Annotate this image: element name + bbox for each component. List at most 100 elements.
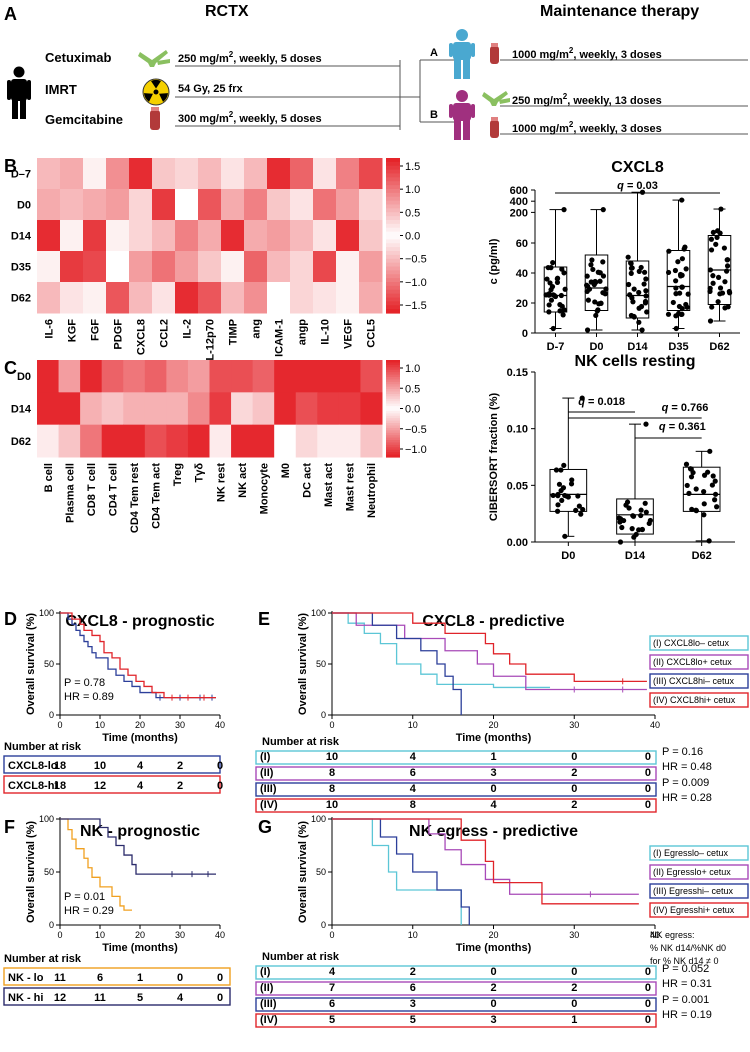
data-point [621,517,627,524]
scale-step [386,427,400,431]
y-axis-label: Overall survival (%) [25,613,37,715]
heatmap-col-label: PDGF [113,319,125,350]
y-tick-label: 600 [510,185,528,197]
heatmap-cell [80,392,103,426]
heatmap-cell [274,360,297,393]
heatmap-cell [295,360,318,393]
risk-value: 18 [54,760,66,772]
heatmap-cell [152,158,176,190]
data-point [543,292,549,298]
risk-row-box [255,798,657,813]
data-point [550,325,556,332]
data-point [721,245,727,251]
y-tick-label: 0.15 [507,367,528,379]
legend-entry: (II) Egresslo+ cetux [653,867,731,877]
risk-row-box [255,997,657,1012]
patient-icon [7,66,31,119]
data-point [642,500,648,506]
scale-step [386,282,400,287]
nk-boxplot: NK cells resting CIBERSORT fraction (%) D0… [488,353,735,562]
scale-tick-label: 1.0 [405,363,420,375]
heatmap-cell [317,392,340,426]
heatmap-cell [198,251,222,283]
note-line: % NK d14/%NK d0 [650,943,726,953]
heatmap-cell [60,282,84,314]
scale-tick-label: −0.5 [405,254,427,266]
x-tick-label: 40 [215,930,225,940]
survival-curve [60,818,216,875]
heatmap-cell [83,189,107,221]
heatmap-col-label: NK act [237,463,249,498]
risk-row-box [3,775,221,794]
risk-value: 0 [645,751,651,763]
data-point [638,507,644,513]
risk-table-title: Number at risk [4,953,82,965]
heatmap-col-label: CD4 T cell [107,463,119,516]
scale-tick-label: 1.5 [405,161,420,173]
x-tick-label: D35 [668,341,688,353]
data-point [580,506,586,513]
heatmap-cell [338,392,361,426]
risk-value: 0 [571,998,577,1010]
heatmap-row-label: D35 [11,262,31,274]
scale-step [386,208,400,213]
scale-step [386,432,400,436]
person-arm-b-icon [449,90,475,140]
data-point [690,469,696,476]
heatmap-cell [244,251,268,283]
data-point [568,481,575,487]
risk-value: 8 [329,783,335,795]
data-point [631,534,637,540]
scale-step [386,181,400,186]
scale-step [386,305,400,310]
risk-value: 1 [137,972,143,984]
scale-step [386,452,400,456]
risk-row-box [3,967,231,986]
heatmap-cell [360,424,383,458]
heatmap-cell [37,251,61,283]
heatmap-col-label: CD8 T cell [86,463,98,516]
data-point [544,276,550,282]
scale-step [386,420,400,424]
scale-step [386,192,400,198]
x-tick-label: 40 [650,930,660,940]
scale-step [386,274,400,279]
risk-value: 0 [217,992,223,1004]
km-nk-egress-predictive: NK egress - predictive Overall survival (… [255,814,749,1028]
data-point [547,280,553,286]
heatmap-cell [336,282,360,314]
heatmap-col-label: IL-6 [44,319,56,339]
scale-step [386,177,400,182]
scale-step [386,285,400,291]
data-point [643,509,649,515]
data-point [644,309,650,315]
heatmap-col-label: FGF [90,319,102,341]
scale-tick-label: −1.0 [405,444,427,456]
x-tick-label: D0 [561,550,575,562]
data-point [686,490,692,496]
km-cxcl8-predictive: CXCL8 - predictive Overall survival (%) 0 5… [255,608,749,813]
arm-b-label: B [430,109,438,121]
x-tick-label: D14 [625,550,646,562]
data-point [717,230,723,236]
scale-step [386,258,400,264]
heatmap-cell [252,360,275,393]
data-point [673,291,679,297]
x-axis-label: Time (months) [456,942,532,954]
heatmap-cell [187,424,210,458]
risk-value: 0 [571,751,577,763]
risk-value: 6 [410,767,416,779]
heatmap-cell [83,220,107,252]
scale-step [386,158,400,163]
data-point [626,505,632,511]
data-point [597,278,603,284]
y-tick-label: 100 [311,814,326,824]
scale-step [386,169,400,175]
heatmap-cell [274,424,297,458]
data-point [722,305,728,311]
data-point [684,304,690,310]
risk-value: 2 [177,780,183,792]
scale-tick-label: −1.0 [405,277,427,289]
heatmap-cell [360,392,383,426]
heatmap-col-label: angp [297,319,309,346]
